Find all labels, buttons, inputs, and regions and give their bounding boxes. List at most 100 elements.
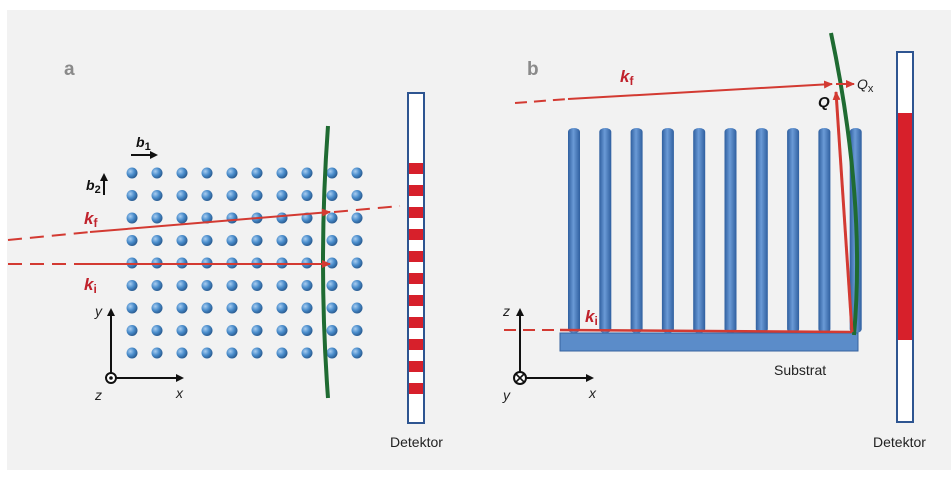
lattice-atom xyxy=(301,212,313,224)
lattice-atom xyxy=(301,167,313,179)
nanopillar xyxy=(599,128,612,333)
nanopillar xyxy=(724,128,737,333)
lattice-atom xyxy=(301,347,313,359)
lattice-atom xyxy=(176,235,188,246)
b2-label: b2 xyxy=(86,177,101,196)
lattice-atom xyxy=(326,190,338,201)
lattice-atom xyxy=(326,167,338,179)
lattice-atom xyxy=(326,347,338,359)
lattice-atom xyxy=(251,325,263,336)
kf-label-a: kf xyxy=(84,209,98,230)
lattice-atom xyxy=(126,167,138,179)
ewald-sphere-curve-b xyxy=(829,32,860,336)
detector-peak xyxy=(409,383,423,394)
lattice-atom xyxy=(301,235,313,246)
lattice-atom xyxy=(151,190,163,201)
substrate-label: Substrat xyxy=(774,362,826,378)
detector-peak xyxy=(409,361,423,372)
b1-label: b1 xyxy=(136,134,151,153)
lattice-atom xyxy=(276,235,288,246)
lattice-atom xyxy=(251,302,263,314)
lattice-atom xyxy=(151,167,163,179)
lattice-atom xyxy=(251,347,263,359)
axis-x-label-b: x xyxy=(588,385,597,401)
lattice-atom xyxy=(201,302,213,314)
lattice-atom xyxy=(326,235,338,246)
detector-a-bragg-peaks xyxy=(409,163,423,394)
lattice-atom xyxy=(126,280,138,291)
lattice-atom xyxy=(126,190,138,201)
detector-peak xyxy=(409,339,423,350)
lattice-atom xyxy=(151,347,163,359)
lattice-atom xyxy=(351,347,363,359)
lattice-atom xyxy=(351,235,363,246)
lattice-atom xyxy=(176,325,188,336)
lattice-atom xyxy=(151,325,163,336)
nanopillar xyxy=(693,128,706,333)
axis-z-label-b: z xyxy=(502,303,510,319)
lattice-atom xyxy=(151,280,163,291)
lattice-atom xyxy=(251,280,263,291)
detector-peak xyxy=(409,163,423,174)
lattice-atom xyxy=(326,212,338,224)
detector-peak xyxy=(409,185,423,196)
nanopillar xyxy=(787,128,800,333)
lattice-atom xyxy=(226,347,238,359)
detector-a-label: Detektor xyxy=(390,434,443,450)
detector-peak xyxy=(409,295,423,306)
panel-b: b Substrat ki kf Qx Q xyxy=(502,32,926,450)
lattice-atom xyxy=(201,347,213,359)
b1-vector: b1 xyxy=(131,134,158,159)
lattice-atom xyxy=(251,167,263,179)
lattice-atom xyxy=(276,190,288,201)
ki-beam-a: ki xyxy=(8,260,331,296)
lattice-atom xyxy=(276,280,288,291)
kf-label-b: kf xyxy=(620,67,634,88)
lattice-atom xyxy=(276,347,288,359)
nanopillar-array xyxy=(568,128,862,333)
panel-a: a b1 b2 kf ki xyxy=(7,59,443,450)
lattice-atom xyxy=(251,235,263,246)
reciprocal-lattice xyxy=(126,167,363,359)
lattice-atom xyxy=(351,212,363,224)
lattice-atom xyxy=(301,325,313,336)
lattice-atom xyxy=(276,212,288,224)
lattice-atom xyxy=(351,257,363,269)
lattice-atom xyxy=(301,190,313,201)
axes-b: z x y xyxy=(502,303,597,403)
detector-peak xyxy=(409,207,423,218)
axis-y-label-b: y xyxy=(502,387,511,403)
detector-b-label: Detektor xyxy=(873,434,926,450)
lattice-atom xyxy=(301,280,313,291)
kf-beam-a: kf xyxy=(7,205,401,241)
detector-b: Detektor xyxy=(873,51,926,450)
lattice-atom xyxy=(226,325,238,336)
lattice-atom xyxy=(326,280,338,291)
lattice-atom xyxy=(126,347,138,359)
detector-peak xyxy=(409,317,423,328)
ki-label-b: ki xyxy=(585,307,598,328)
lattice-atom xyxy=(276,302,288,314)
lattice-atom xyxy=(151,302,163,314)
lattice-atom xyxy=(276,325,288,336)
lattice-atom xyxy=(151,212,163,224)
ki-label-a: ki xyxy=(84,275,97,296)
lattice-atom xyxy=(201,325,213,336)
nanopillar xyxy=(630,128,643,333)
kf-beam-b: kf xyxy=(514,67,833,104)
detector-peak xyxy=(409,251,423,262)
lattice-atom xyxy=(351,280,363,291)
lattice-atom xyxy=(301,302,313,314)
q-vector xyxy=(832,91,854,333)
lattice-atom xyxy=(226,190,238,201)
lattice-atom xyxy=(201,280,213,291)
lattice-atom xyxy=(151,235,163,246)
detector-a: Detektor xyxy=(390,92,443,450)
lattice-atom xyxy=(201,167,213,179)
ki-beam-b: ki xyxy=(504,307,853,334)
lattice-atom xyxy=(226,302,238,314)
lattice-atom xyxy=(351,167,363,179)
lattice-atom xyxy=(326,325,338,336)
lattice-atom xyxy=(226,212,238,224)
